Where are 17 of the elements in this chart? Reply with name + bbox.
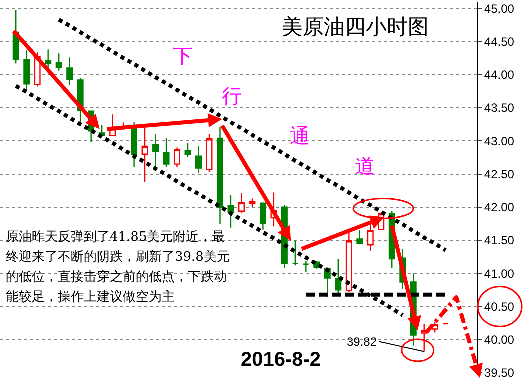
y-tick-label: 40.00 bbox=[484, 333, 515, 348]
annotation: 原油昨天反弹到了41.85美元附近，最终迎来了不断的阴跌，刷新了39.8美元的低位，直接击穿之前的低点，下跌动能较足，操作上建议做空为主 bbox=[6, 229, 231, 307]
annotation: 2016-8-2 bbox=[241, 349, 322, 371]
y-tick-label: 40.50 bbox=[484, 300, 515, 314]
annotation: 39.82 bbox=[347, 335, 378, 349]
y-tick-label: 42.50 bbox=[484, 167, 515, 182]
y-tick-label: 45.00 bbox=[484, 2, 515, 16]
text: 下行通道 bbox=[173, 44, 375, 178]
y-tick-label: 43.50 bbox=[484, 101, 515, 116]
y-tick-label: 41.50 bbox=[484, 234, 515, 248]
y-tick-label: 39.50 bbox=[484, 366, 515, 380]
y-tick-label: 43.00 bbox=[484, 134, 515, 148]
y-tick-label: 44.00 bbox=[484, 68, 515, 82]
y-tick-label: 42.00 bbox=[484, 200, 515, 215]
y-tick-label: 44.50 bbox=[484, 34, 515, 49]
text: 美原油四小时图 bbox=[282, 14, 430, 39]
y-tick-label: 41.00 bbox=[484, 266, 515, 281]
